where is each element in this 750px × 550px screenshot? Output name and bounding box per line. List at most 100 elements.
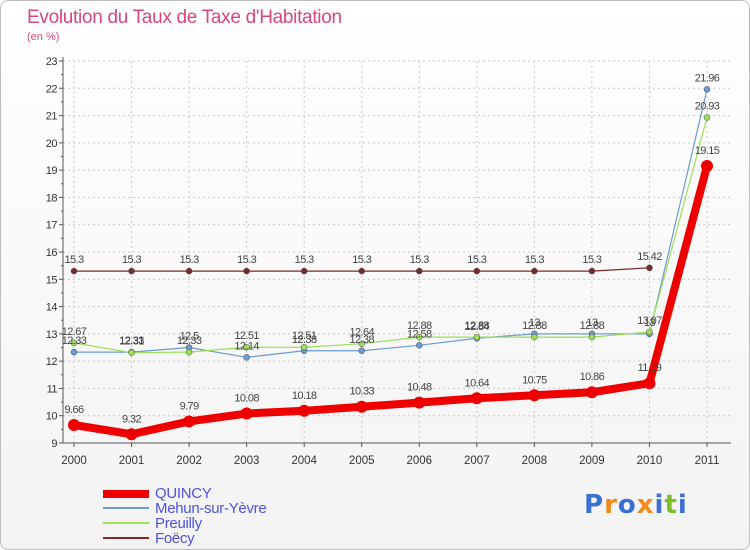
legend-label-foecy: Foëcy — [155, 530, 195, 547]
x-tick-label: 2006 — [406, 455, 432, 467]
data-point-fo-cy — [416, 267, 423, 275]
data-point-preuilly — [128, 349, 135, 356]
y-tick-label: 16 — [46, 247, 58, 259]
data-point-preuilly — [646, 328, 653, 336]
y-tick-label: 19 — [46, 165, 58, 177]
logo-letter: x — [636, 490, 655, 520]
data-label-fo-cy: 15.3 — [180, 254, 199, 266]
logo-letter: P — [584, 490, 605, 520]
data-label-mehun-sur-y-vre: 12.38 — [349, 334, 374, 346]
legend-swatch-preuilly — [103, 522, 149, 524]
data-point-preuilly — [473, 333, 481, 341]
data-point-fo-cy — [128, 267, 135, 275]
data-label-fo-cy: 15.3 — [295, 254, 314, 266]
data-point-quincy — [183, 415, 196, 428]
data-point-fo-cy — [243, 267, 250, 275]
y-tick-label: 14 — [46, 302, 58, 314]
x-tick-label: 2002 — [176, 455, 202, 467]
y-tick-label: 15 — [46, 274, 58, 286]
data-label-preuilly: 12.88 — [465, 320, 490, 332]
data-point-fo-cy — [531, 267, 538, 275]
data-point-quincy — [643, 377, 656, 390]
y-tick-label: 21 — [46, 111, 58, 123]
x-tick-label: 2003 — [234, 455, 260, 467]
x-tick-label: 2001 — [119, 455, 145, 467]
x-tick-label: 2010 — [637, 455, 663, 467]
x-tick-label: 2008 — [522, 455, 548, 467]
data-point-mehun-sur-y-vre — [243, 354, 250, 361]
data-point-preuilly — [416, 333, 423, 341]
data-label-mehun-sur-y-vre: 12.14 — [234, 340, 259, 352]
data-label-preuilly: 12.51 — [234, 330, 259, 342]
data-label-mehun-sur-y-vre: 12.5 — [180, 331, 199, 343]
data-label-mehun-sur-y-vre: 12.33 — [62, 335, 87, 347]
data-label-fo-cy: 15.3 — [525, 254, 544, 266]
data-label-fo-cy: 15.42 — [637, 251, 662, 263]
data-label-quincy: 10.18 — [292, 390, 317, 402]
legend-label-preuilly: Preuilly — [155, 515, 202, 532]
data-point-fo-cy — [588, 267, 596, 275]
data-point-fo-cy — [185, 267, 193, 275]
data-label-mehun-sur-y-vre: 12.58 — [407, 328, 432, 340]
data-point-mehun-sur-y-vre — [703, 86, 711, 93]
y-tick-label: 9 — [51, 438, 57, 450]
data-label-quincy: 9.66 — [64, 404, 83, 416]
series-line-mehun-sur-y-vre — [73, 88, 708, 358]
data-label-quincy: 10.64 — [465, 377, 490, 389]
data-point-mehun-sur-y-vre — [358, 347, 365, 355]
data-point-preuilly — [358, 340, 365, 347]
data-point-quincy — [585, 386, 598, 399]
data-label-quincy: 9.79 — [180, 400, 199, 412]
data-label-mehun-sur-y-vre: 12.38 — [292, 334, 317, 346]
data-point-preuilly — [531, 333, 538, 341]
series-line-quincy — [70, 162, 711, 439]
data-point-preuilly — [703, 114, 711, 121]
data-label-preuilly: 12.88 — [522, 320, 547, 332]
chart-title: Evolution du Taux de Taxe d'Habitation — [27, 7, 342, 28]
data-label-preuilly: 12.31 — [119, 336, 144, 348]
y-tick-label: 22 — [46, 83, 58, 95]
chart-unit-label: (en %) — [27, 31, 60, 43]
legend-label-mehun: Mehun-sur-Yèvre — [155, 500, 267, 517]
data-label-mehun-sur-y-vre: 13 — [529, 317, 541, 329]
data-label-quincy: 10.08 — [234, 393, 259, 405]
logo-letter: i — [677, 490, 688, 520]
data-label-fo-cy: 15.3 — [410, 254, 429, 266]
logo-letter: r — [604, 490, 618, 520]
data-label-fo-cy: 15.3 — [352, 254, 371, 266]
data-label-preuilly: 12.51 — [292, 330, 317, 342]
data-point-preuilly — [300, 343, 308, 351]
data-point-fo-cy — [358, 267, 365, 275]
data-point-quincy — [355, 400, 368, 413]
x-tick-label: 2005 — [349, 455, 375, 467]
x-tick-label: 2011 — [695, 455, 720, 467]
y-tick-label: 17 — [46, 220, 58, 232]
legend-swatch-quincy — [103, 490, 149, 498]
data-label-fo-cy: 15.3 — [467, 254, 486, 266]
y-tick-label: 10 — [46, 411, 58, 423]
data-point-quincy — [240, 407, 253, 420]
logo-letter: o — [617, 490, 637, 520]
y-tick-label: 23 — [46, 56, 58, 68]
data-point-preuilly — [185, 348, 193, 356]
legend-label-quincy: QUINCY — [155, 485, 212, 502]
data-label-fo-cy: 15.3 — [237, 254, 256, 266]
series-line-preuilly — [73, 116, 708, 354]
data-point-preuilly — [243, 343, 250, 351]
y-tick-label: 12 — [46, 356, 58, 368]
y-tick-label: 13 — [46, 329, 58, 341]
data-label-fo-cy: 15.3 — [582, 254, 601, 266]
data-label-mehun-sur-y-vre: 12.33 — [119, 335, 144, 347]
data-point-quincy — [298, 404, 311, 417]
data-point-fo-cy — [473, 267, 481, 275]
data-point-mehun-sur-y-vre — [70, 348, 78, 356]
data-point-quincy — [68, 418, 80, 431]
data-point-fo-cy — [300, 267, 308, 275]
data-point-fo-cy — [70, 267, 78, 275]
data-label-preuilly: 20.93 — [695, 100, 720, 112]
data-label-quincy: 10.75 — [522, 374, 547, 386]
y-tick-label: 18 — [46, 192, 58, 204]
data-label-mehun-sur-y-vre: 21.96 — [695, 72, 720, 84]
logo-letter: t — [664, 490, 678, 520]
